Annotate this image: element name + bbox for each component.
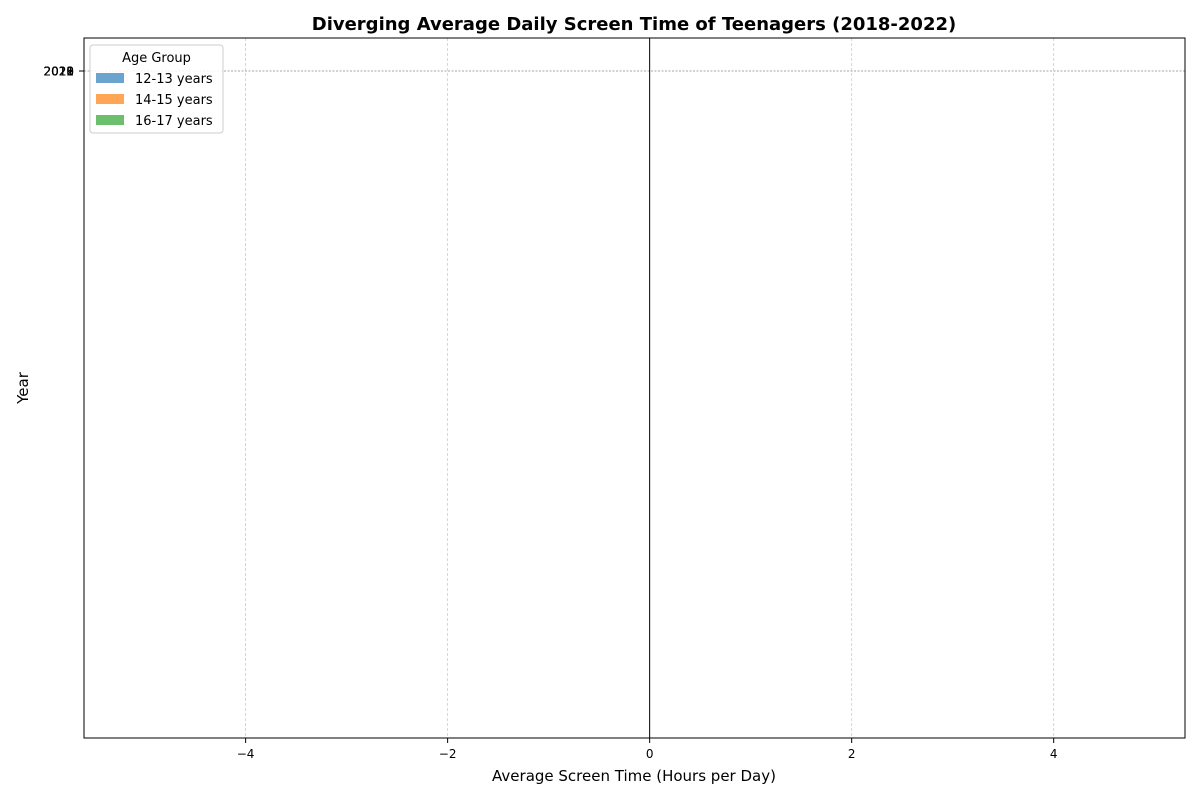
gridlines bbox=[245, 38, 1055, 738]
x-tick-label: 2 bbox=[848, 747, 856, 761]
legend-entries: 12-13 years 14-15 years 16-17 years bbox=[96, 72, 213, 129]
x-axis-label: Average Screen Time (Hours per Day) bbox=[492, 767, 776, 785]
x-tick-label: −2 bbox=[439, 747, 457, 761]
legend-title: Age Group bbox=[122, 51, 191, 66]
y-tick-label: 2021 bbox=[43, 65, 74, 79]
y-tick-label: 2019 bbox=[43, 65, 74, 79]
legend-entry-label: 12-13 years bbox=[135, 72, 213, 87]
legend-box bbox=[89, 44, 224, 134]
x-axis-ticks: −4 −2 0 2 4 bbox=[237, 738, 1058, 761]
plot-area bbox=[84, 38, 1185, 738]
x-tick-label: 4 bbox=[1050, 747, 1058, 761]
y-tick-label: 2018 bbox=[43, 65, 74, 79]
y-axis-label: Year bbox=[14, 371, 32, 405]
y-tick-label: 2020 bbox=[43, 65, 74, 79]
plot-frame bbox=[83, 37, 1186, 739]
legend: Age Group 12-13 years 14-15 years 16-17 ye… bbox=[89, 44, 224, 134]
legend-entry-label: 16-17 years bbox=[135, 114, 213, 129]
x-tick-label: 0 bbox=[646, 747, 654, 761]
legend-swatch bbox=[96, 73, 124, 83]
chart-title: Diverging Average Daily Screen Time of T… bbox=[312, 14, 956, 35]
x-tick-label: −4 bbox=[237, 747, 255, 761]
legend-swatch bbox=[96, 115, 124, 125]
legend-entry-label: 14-15 years bbox=[135, 93, 213, 108]
y-tick-label: 2022 bbox=[43, 65, 74, 79]
legend-swatch bbox=[96, 94, 124, 104]
